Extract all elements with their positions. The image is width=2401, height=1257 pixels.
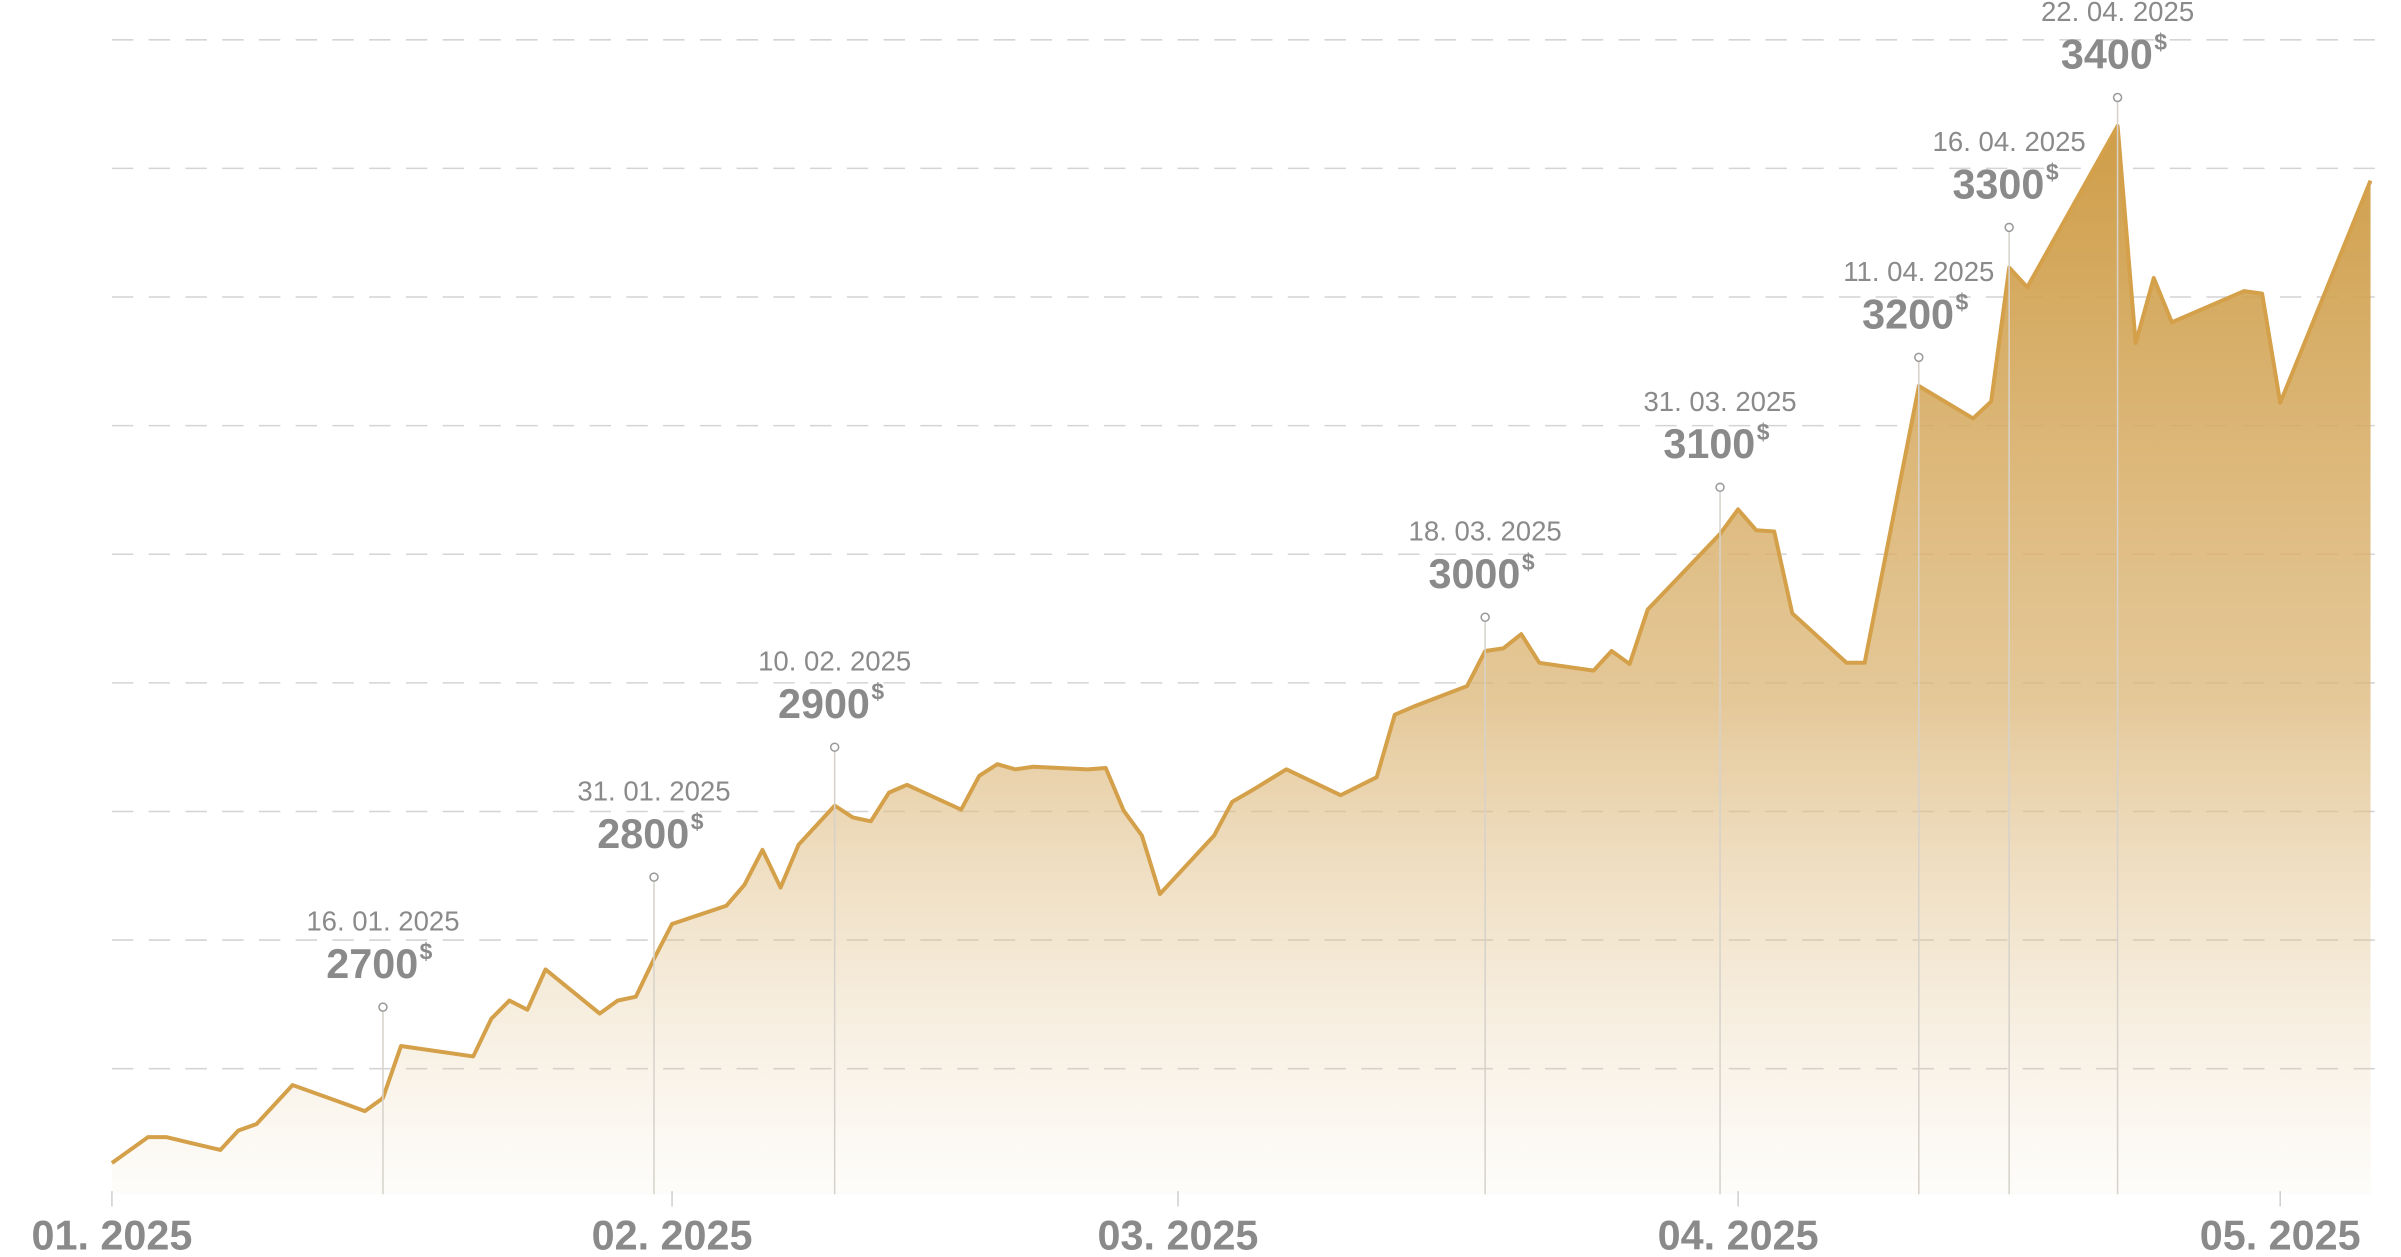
annotation-currency: $ <box>1522 549 1535 575</box>
annotation-value: 3300 <box>1952 161 2044 207</box>
annotation-point <box>1480 612 1490 623</box>
annotation-point <box>378 1002 388 1012</box>
annotation-point <box>829 742 840 752</box>
annotation-currency: $ <box>691 809 704 835</box>
annotation-currency: $ <box>1956 289 1969 315</box>
area-fill <box>111 126 2371 1195</box>
annotation-date: 16. 01. 2025 <box>306 906 459 937</box>
annotation-point <box>2112 92 2123 103</box>
annotation-date: 31. 01. 2025 <box>577 776 730 807</box>
annotation-currency: $ <box>2154 29 2167 55</box>
annotation-value: 3000 <box>1428 551 1520 597</box>
annotation-value: 3100 <box>1663 421 1755 467</box>
annotation-date: 18. 03. 2025 <box>1409 516 1562 547</box>
annotation-currency: $ <box>420 939 433 965</box>
annotation-point <box>1914 352 1924 363</box>
annotation-date: 11. 04. 2025 <box>1843 256 1994 287</box>
price-line <box>110 124 2373 1165</box>
annotation-value: 3200 <box>1862 291 1954 337</box>
x-tick-label: 02. 2025 <box>592 1212 753 1257</box>
annotation-value: 2700 <box>326 941 418 987</box>
annotation-date: 31. 03. 2025 <box>1643 386 1796 417</box>
annotation-currency: $ <box>1757 419 1770 445</box>
x-tick-label: 04. 2025 <box>1658 1212 1819 1257</box>
annotation-value: 2800 <box>597 811 689 857</box>
annotation-point <box>1715 482 1725 493</box>
annotation-currency: $ <box>2046 159 2059 185</box>
x-tick-label: 05. 2025 <box>2200 1212 2361 1257</box>
x-tick-label: 01. 2025 <box>31 1212 192 1257</box>
annotation-currency: $ <box>871 679 884 705</box>
annotation-date: 22. 04. 2025 <box>2041 0 2194 27</box>
annotation-date: 16. 04. 2025 <box>1933 126 2086 157</box>
x-tick-label: 03. 2025 <box>1098 1212 1259 1257</box>
annotation-value: 2900 <box>778 681 870 727</box>
annotation-point <box>2004 222 2014 233</box>
annotation-date: 10. 02. 2025 <box>758 646 911 677</box>
annotation-point <box>649 872 659 882</box>
annotation-value: 3400 <box>2061 31 2153 77</box>
